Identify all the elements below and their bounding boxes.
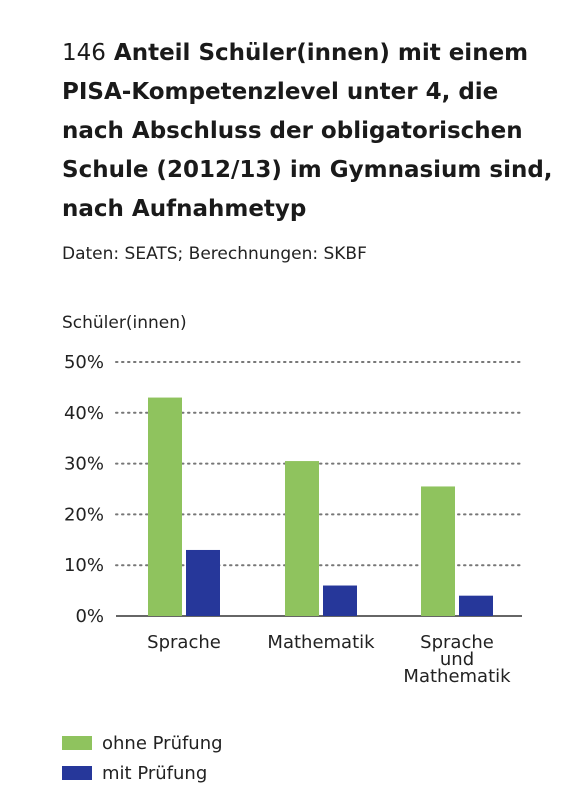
legend-label: ohne Prüfung (102, 732, 223, 754)
x-category-label: Sprache (420, 632, 494, 653)
y-tick-label: 0% (75, 606, 104, 627)
legend-swatch-blue (62, 766, 92, 780)
bar-mit-pruefung (459, 595, 493, 616)
data-source: Daten: SEATS; Berechnungen: SKBF (62, 244, 367, 264)
legend-item-mit-pruefung: mit Prüfung (62, 758, 223, 788)
bar-mit-pruefung (186, 549, 220, 616)
bar-chart: 0% 10% 20% 30% 40% 50% Sprache Mathematik Sprach… (64, 352, 523, 687)
y-tick-label: 40% (64, 403, 104, 424)
legend-swatch-green (62, 736, 92, 750)
legend-label: mit Prüfung (102, 762, 208, 784)
bar-ohne-pruefung (148, 397, 182, 616)
bar-ohne-pruefung (285, 461, 319, 616)
y-tick-label: 30% (64, 454, 104, 475)
x-category-label: und (440, 649, 474, 670)
bar-mit-pruefung (323, 585, 357, 616)
x-category-label: Sprache (147, 632, 221, 653)
y-tick-label: 10% (64, 555, 104, 576)
y-tick-label: 20% (64, 504, 104, 525)
x-category-label: Mathematik (403, 666, 511, 687)
chart-title: 146 Anteil Schüler(innen) mit einem PISA-… (62, 34, 562, 229)
legend-item-ohne-pruefung: ohne Prüfung (62, 728, 223, 758)
title-block: 146 Anteil Schüler(innen) mit einem PISA-… (62, 34, 562, 229)
figure-number: 146 (62, 40, 106, 66)
y-tick-label: 50% (64, 352, 104, 373)
bar-ohne-pruefung (421, 486, 455, 616)
legend: ohne Prüfung mit Prüfung (62, 728, 223, 788)
x-category-label: Mathematik (267, 632, 375, 653)
chart-title-text: Anteil Schüler(innen) mit einem PISA-Kom… (62, 40, 553, 222)
y-axis-title: Schüler(innen) (62, 313, 187, 333)
